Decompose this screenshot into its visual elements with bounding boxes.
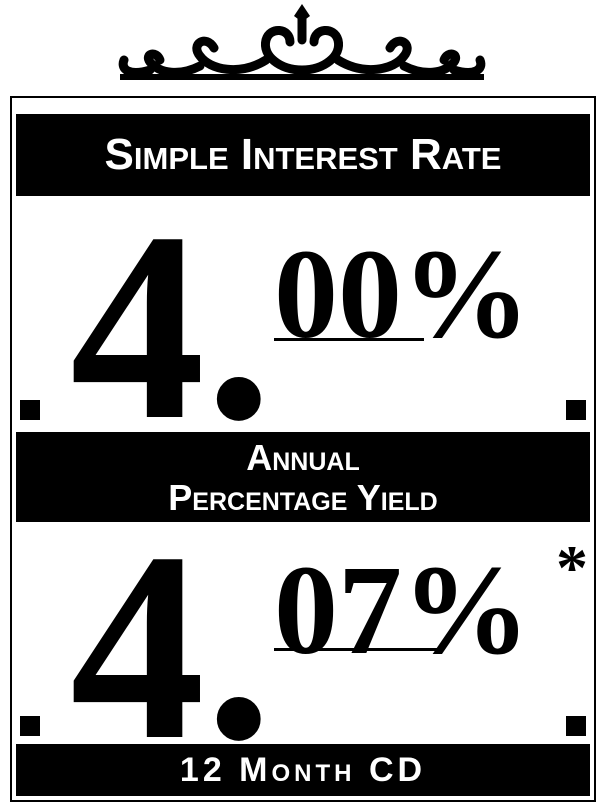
yield-panel: 4. 07% * [16, 522, 590, 736]
yield-whole: 4. [70, 512, 273, 782]
corner [20, 716, 40, 736]
ornament [0, 0, 604, 90]
ad-page: Simple Interest Rate 4. 00% Annual Perce… [0, 0, 604, 806]
term: 12 Month CD [16, 744, 590, 796]
rate-panel: 4. 00% [16, 196, 590, 420]
corner [566, 716, 586, 736]
yield-heading-line: Annual [16, 438, 590, 478]
rate-whole: 4. [70, 192, 273, 462]
corner [566, 400, 586, 420]
underline [274, 338, 424, 341]
yield-fraction: 07% [274, 546, 530, 674]
corner [20, 400, 40, 420]
underline [274, 648, 444, 651]
footnote-mark: * [556, 536, 588, 600]
